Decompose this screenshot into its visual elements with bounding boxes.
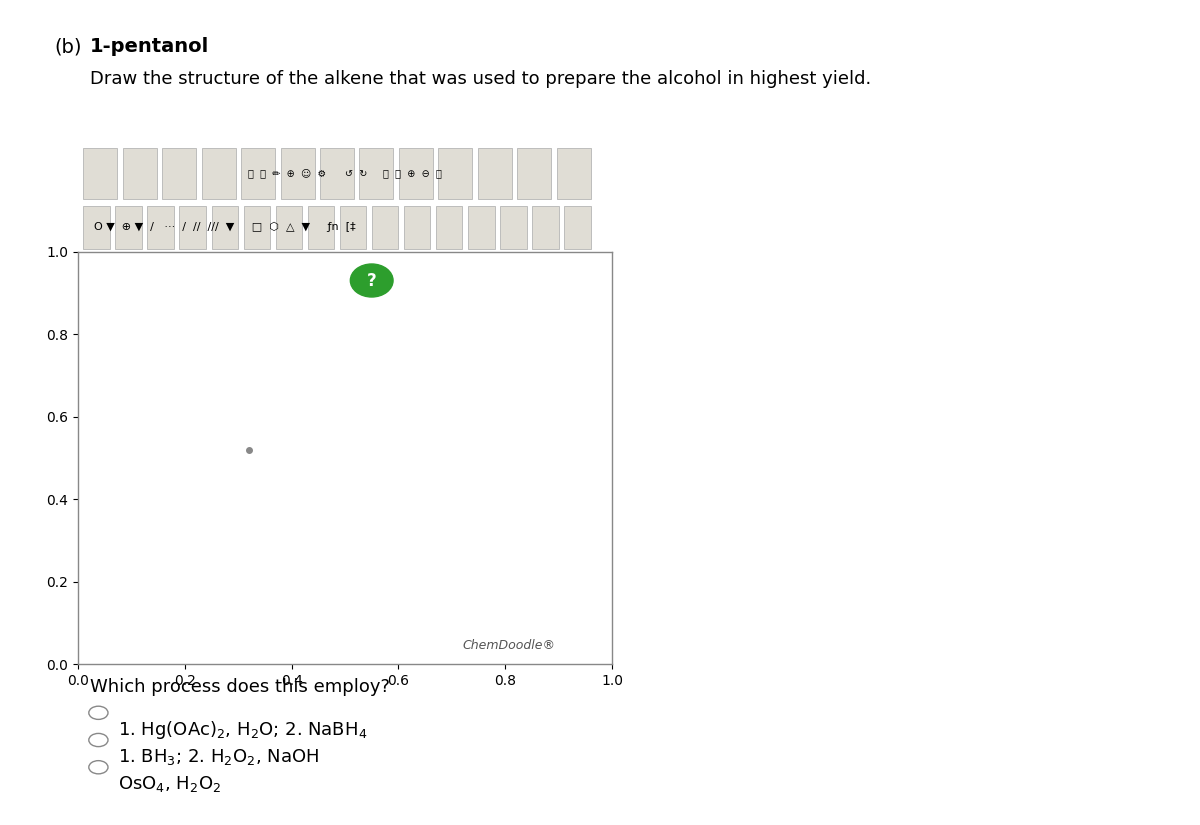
- FancyBboxPatch shape: [148, 205, 174, 249]
- FancyBboxPatch shape: [436, 205, 462, 249]
- FancyBboxPatch shape: [500, 205, 527, 249]
- Text: ?: ?: [367, 271, 377, 290]
- FancyBboxPatch shape: [438, 148, 473, 199]
- Circle shape: [350, 264, 394, 297]
- Text: OsO$_4$, H$_2$O$_2$: OsO$_4$, H$_2$O$_2$: [118, 774, 221, 794]
- FancyBboxPatch shape: [276, 205, 302, 249]
- Text: (b): (b): [54, 37, 82, 56]
- Text: 1-pentanol: 1-pentanol: [90, 37, 209, 56]
- FancyBboxPatch shape: [359, 148, 394, 199]
- FancyBboxPatch shape: [307, 205, 335, 249]
- FancyBboxPatch shape: [320, 148, 354, 199]
- FancyBboxPatch shape: [115, 205, 142, 249]
- FancyBboxPatch shape: [241, 148, 275, 199]
- FancyBboxPatch shape: [372, 205, 398, 249]
- FancyBboxPatch shape: [532, 205, 559, 249]
- FancyBboxPatch shape: [557, 148, 590, 199]
- FancyBboxPatch shape: [211, 205, 238, 249]
- FancyBboxPatch shape: [340, 205, 366, 249]
- FancyBboxPatch shape: [564, 205, 590, 249]
- FancyBboxPatch shape: [180, 205, 206, 249]
- FancyBboxPatch shape: [83, 205, 110, 249]
- FancyBboxPatch shape: [162, 148, 197, 199]
- FancyBboxPatch shape: [403, 205, 431, 249]
- Text: ChemDoodle®: ChemDoodle®: [462, 639, 556, 652]
- FancyBboxPatch shape: [478, 148, 511, 199]
- FancyBboxPatch shape: [517, 148, 551, 199]
- FancyBboxPatch shape: [281, 148, 314, 199]
- Text: 1. Hg(OAc)$_2$, H$_2$O; 2. NaBH$_4$: 1. Hg(OAc)$_2$, H$_2$O; 2. NaBH$_4$: [118, 719, 367, 742]
- FancyBboxPatch shape: [202, 148, 235, 199]
- Text: ✋  📄  ✏  ⊕  ☺  ⚙      ↺  ↻     🖼  📋  ⊕  ⊖  🔗: ✋ 📄 ✏ ⊕ ☺ ⚙ ↺ ↻ 🖼 📋 ⊕ ⊖ 🔗: [248, 168, 442, 178]
- Text: Draw the structure of the alkene that was used to prepare the alcohol in highest: Draw the structure of the alkene that wa…: [90, 70, 871, 88]
- FancyBboxPatch shape: [83, 148, 118, 199]
- Text: Which process does this employ?: Which process does this employ?: [90, 678, 390, 696]
- FancyBboxPatch shape: [244, 205, 270, 249]
- Text: O ▼  ⊕ ▼  /   ···  /  //  ///  ▼     □  ⬡  △  ▼     ƒn  [‡: O ▼ ⊕ ▼ / ··· / // /// ▼ □ ⬡ △ ▼ ƒn [‡: [94, 222, 355, 232]
- Text: 1. BH$_3$; 2. H$_2$O$_2$, NaOH: 1. BH$_3$; 2. H$_2$O$_2$, NaOH: [118, 747, 319, 766]
- FancyBboxPatch shape: [398, 148, 433, 199]
- FancyBboxPatch shape: [468, 205, 494, 249]
- FancyBboxPatch shape: [122, 148, 157, 199]
